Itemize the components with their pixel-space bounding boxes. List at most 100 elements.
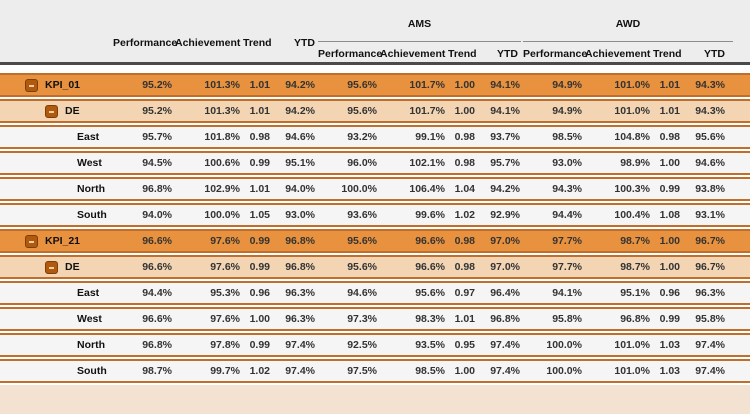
value-cell: 97.4% bbox=[490, 339, 520, 351]
column-header-performance[interactable]: Performance bbox=[113, 37, 178, 49]
row-header-cell: West bbox=[0, 153, 113, 173]
value-cell: 100.0% bbox=[204, 209, 240, 221]
value-cell: 94.0% bbox=[142, 209, 172, 221]
row-header-cell: North bbox=[0, 179, 113, 199]
value-cell: 100.0% bbox=[341, 183, 377, 195]
value-cell: 93.5% bbox=[415, 339, 445, 351]
value-cell: 101.0% bbox=[614, 365, 650, 377]
value-cell: 95.1% bbox=[620, 287, 650, 299]
group-underline bbox=[318, 41, 521, 42]
table-row: South 98.7% 99.7% 1.02 97.4% 97.5% 98.5% 1.00 9… bbox=[0, 359, 750, 383]
value-cell: 1.01 bbox=[454, 313, 475, 325]
table-row: KPI_21 96.6% 97.6% 0.99 96.8% 95.6% 96.6% 0.98… bbox=[0, 229, 750, 253]
minus-icon bbox=[29, 240, 34, 243]
value-cell: 95.2% bbox=[142, 105, 172, 117]
value-cell: 0.98 bbox=[659, 131, 680, 143]
table-row: DE 95.2% 101.3% 1.01 94.2% 95.6% 101.7% 1.00 94… bbox=[0, 99, 750, 123]
value-cell: 1.03 bbox=[659, 339, 680, 351]
value-cell: 98.7% bbox=[620, 261, 650, 273]
value-cell: 96.7% bbox=[695, 235, 725, 247]
value-cell: 100.0% bbox=[546, 365, 582, 377]
value-cell: 94.2% bbox=[285, 79, 315, 91]
collapse-button[interactable] bbox=[25, 234, 38, 248]
value-cell: 1.01 bbox=[659, 79, 680, 91]
column-header-trend[interactable]: Trend bbox=[653, 48, 682, 60]
value-cell: 93.1% bbox=[695, 209, 725, 221]
value-cell: 95.6% bbox=[695, 131, 725, 143]
column-header-trend[interactable]: Trend bbox=[448, 48, 477, 60]
row-label: DE bbox=[65, 105, 80, 117]
value-cell: 0.96 bbox=[249, 287, 270, 299]
value-cell: 101.3% bbox=[204, 79, 240, 91]
table-body: KPI_01 95.2% 101.3% 1.01 94.2% 95.6% 101.7% 1.… bbox=[0, 65, 750, 385]
collapse-button[interactable] bbox=[45, 104, 58, 118]
minus-icon bbox=[49, 110, 54, 113]
value-cell: 94.1% bbox=[490, 79, 520, 91]
column-header-achievement[interactable]: Achievement bbox=[380, 48, 446, 60]
value-cell: 94.4% bbox=[142, 287, 172, 299]
table-row: South 94.0% 100.0% 1.05 93.0% 93.6% 99.6% 1.02… bbox=[0, 203, 750, 227]
value-cell: 0.99 bbox=[249, 339, 270, 351]
column-header-ytd[interactable]: YTD bbox=[294, 37, 315, 49]
value-cell: 97.4% bbox=[695, 339, 725, 351]
column-header-achievement[interactable]: Achievement bbox=[175, 37, 241, 49]
value-cell: 101.3% bbox=[204, 105, 240, 117]
value-cell: 104.8% bbox=[614, 131, 650, 143]
column-header-achievement[interactable]: Achievement bbox=[585, 48, 651, 60]
value-cell: 1.00 bbox=[249, 313, 270, 325]
column-header-performance[interactable]: Performance bbox=[523, 48, 588, 60]
value-cell: 94.5% bbox=[142, 157, 172, 169]
row-label: DE bbox=[65, 261, 80, 273]
value-cell: 100.3% bbox=[614, 183, 650, 195]
value-cell: 0.99 bbox=[659, 313, 680, 325]
value-cell: 97.6% bbox=[210, 313, 240, 325]
value-cell: 98.3% bbox=[415, 313, 445, 325]
value-cell: 97.6% bbox=[210, 235, 240, 247]
value-cell: 0.98 bbox=[249, 131, 270, 143]
value-cell: 94.6% bbox=[285, 131, 315, 143]
value-cell: 97.7% bbox=[552, 261, 582, 273]
value-cell: 99.6% bbox=[415, 209, 445, 221]
collapse-button[interactable] bbox=[25, 78, 38, 92]
value-cell: 101.0% bbox=[614, 105, 650, 117]
row-header-cell: North bbox=[0, 335, 113, 355]
value-cell: 101.8% bbox=[204, 131, 240, 143]
minus-icon bbox=[29, 84, 34, 87]
row-header-cell: KPI_21 bbox=[0, 231, 113, 251]
group-label-ams[interactable]: AMS bbox=[407, 18, 432, 30]
value-cell: 95.7% bbox=[490, 157, 520, 169]
column-header-trend[interactable]: Trend bbox=[243, 37, 272, 49]
row-label: West bbox=[77, 157, 102, 169]
column-header-ytd[interactable]: YTD bbox=[704, 48, 725, 60]
value-cell: 1.01 bbox=[249, 183, 270, 195]
value-cell: 97.0% bbox=[490, 235, 520, 247]
collapse-button[interactable] bbox=[45, 260, 58, 274]
value-cell: 96.3% bbox=[285, 313, 315, 325]
value-cell: 94.0% bbox=[285, 183, 315, 195]
value-cell: 1.02 bbox=[454, 209, 475, 221]
row-label: North bbox=[77, 339, 105, 351]
value-cell: 96.3% bbox=[695, 287, 725, 299]
column-group-ams: AMS Performance Achievement Trend YTD bbox=[318, 18, 521, 61]
value-cell: 96.0% bbox=[347, 157, 377, 169]
column-header-performance[interactable]: Performance bbox=[318, 48, 383, 60]
value-cell: 97.6% bbox=[210, 261, 240, 273]
value-cell: 0.98 bbox=[454, 157, 475, 169]
table-row: East 95.7% 101.8% 0.98 94.6% 93.2% 99.1% 0.98 9… bbox=[0, 125, 750, 149]
value-cell: 0.99 bbox=[659, 183, 680, 195]
value-cell: 102.9% bbox=[204, 183, 240, 195]
value-cell: 1.05 bbox=[249, 209, 270, 221]
value-cell: 94.2% bbox=[490, 183, 520, 195]
measure-headers-main: Performance Achievement Trend YTD bbox=[113, 37, 318, 50]
value-cell: 93.2% bbox=[347, 131, 377, 143]
value-cell: 98.9% bbox=[620, 157, 650, 169]
value-cell: 94.9% bbox=[552, 79, 582, 91]
group-label-awd[interactable]: AWD bbox=[615, 18, 641, 30]
value-cell: 106.4% bbox=[409, 183, 445, 195]
row-label: East bbox=[77, 131, 100, 143]
row-header-cell: West bbox=[0, 309, 113, 329]
table-row: North 96.8% 102.9% 1.01 94.0% 100.0% 106.4% 1.… bbox=[0, 177, 750, 201]
column-header-ytd[interactable]: YTD bbox=[497, 48, 518, 60]
value-cell: 96.4% bbox=[490, 287, 520, 299]
value-cell: 0.99 bbox=[249, 235, 270, 247]
